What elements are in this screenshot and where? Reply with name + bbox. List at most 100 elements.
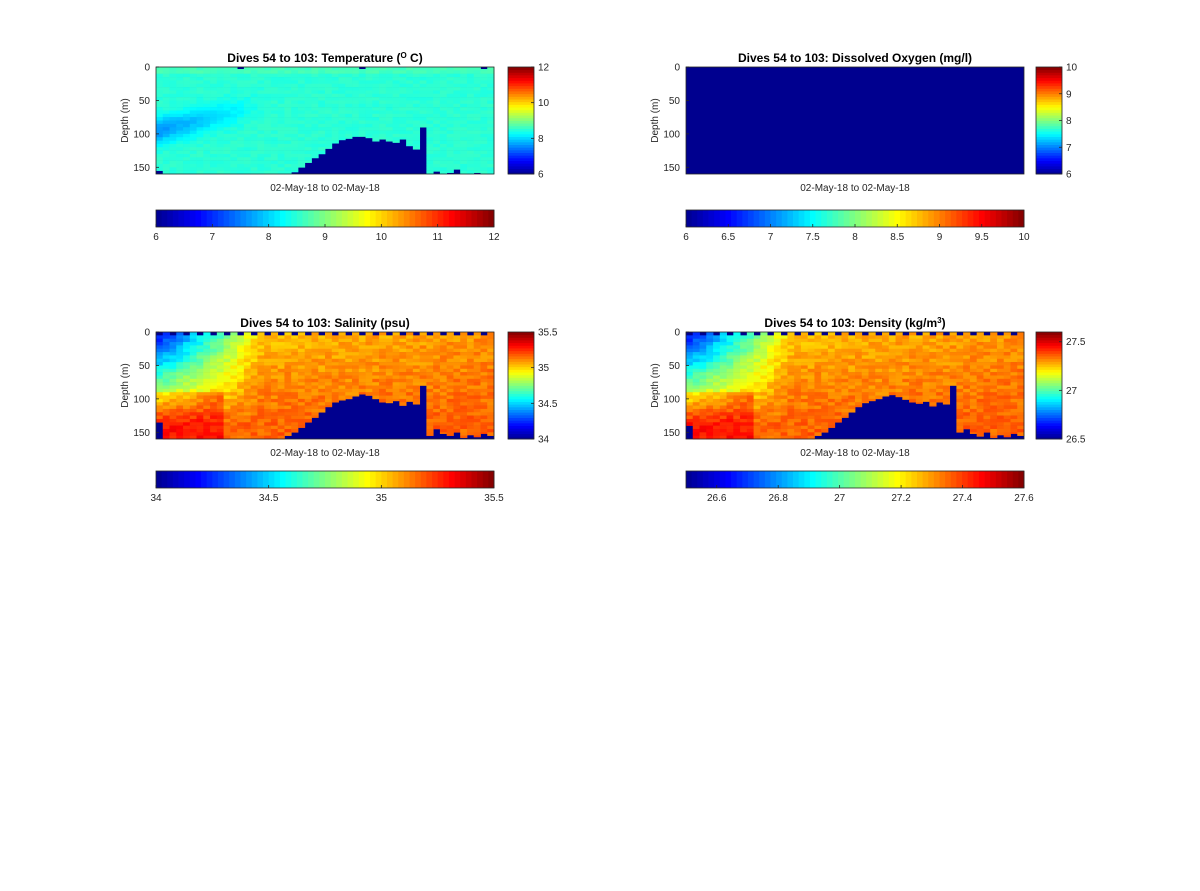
heatmap-cell (196, 107, 204, 111)
heatmap-cell (746, 422, 754, 426)
heatmap-cell (196, 93, 204, 98)
heatmap-cell (385, 107, 393, 111)
heatmap-cell (358, 97, 366, 101)
heatmap-cell (460, 157, 468, 161)
chart-title: Dives 54 to 103: Density (kg/m3) (764, 316, 945, 331)
heatmap-cell (196, 388, 204, 393)
heatmap-cell (264, 103, 272, 108)
heatmap-cell (230, 97, 238, 101)
colorbar-segment (1036, 120, 1062, 124)
heatmap-cell (406, 127, 414, 131)
heatmap-cell (969, 405, 978, 410)
heatmap-cell (176, 167, 184, 171)
heatmap-cell (345, 392, 353, 396)
colorbar-segment (184, 210, 191, 227)
heatmap-cell (358, 338, 366, 343)
colorbar-segment (212, 210, 219, 227)
heatmap-cell (446, 113, 454, 118)
heatmap-cell (169, 405, 177, 410)
heatmap-cell (365, 117, 373, 121)
heatmap-cell (203, 385, 211, 390)
heatmap-cell (176, 140, 184, 145)
heatmap-cell (740, 408, 748, 413)
heatmap-cell (976, 382, 984, 386)
heatmap-cell (169, 422, 177, 426)
heatmap-cell (909, 388, 917, 393)
heatmap-cell (990, 398, 998, 403)
heatmap-cell (277, 388, 285, 393)
heatmap-cell (264, 67, 272, 71)
heatmap-cell (243, 123, 252, 128)
heatmap-cell (453, 382, 461, 386)
heatmap-cell (284, 418, 292, 423)
heatmap-cell (713, 402, 721, 406)
bottom-colorbar-tick-label: 34 (150, 493, 162, 504)
heatmap-cell (176, 428, 184, 433)
heatmap-cell (318, 130, 326, 135)
heatmap-cell (426, 70, 434, 74)
heatmap-cell (216, 130, 224, 135)
colorbar-segment (1036, 334, 1062, 338)
heatmap-cell (480, 365, 488, 370)
heatmap-cell (963, 425, 971, 430)
colorbar-segment (747, 210, 754, 227)
heatmap-cell (800, 395, 809, 400)
heatmap-cell (237, 153, 245, 158)
heatmap-cell (304, 408, 312, 413)
colorbar-segment (945, 210, 952, 227)
colorbar-segment (375, 471, 382, 488)
heatmap-cell (156, 335, 164, 339)
heatmap-cell (861, 378, 869, 383)
bottom-colorbar-tick-label: 6 (153, 232, 159, 243)
heatmap-cell (243, 385, 252, 390)
heatmap-cell (399, 345, 407, 350)
heatmap-cell (773, 332, 782, 336)
heatmap-cell (270, 87, 279, 91)
heatmap-cell (183, 388, 191, 393)
heatmap-cell (304, 77, 312, 81)
heatmap-cell (250, 345, 258, 350)
heatmap-cell (861, 382, 869, 386)
heatmap-cell (686, 348, 694, 353)
heatmap-cell (270, 113, 279, 118)
heatmap-cell (875, 375, 883, 380)
heatmap-cell (753, 392, 761, 396)
heatmap-cell (237, 147, 245, 151)
heatmap-cell (800, 385, 809, 390)
heatmap-cell (318, 375, 326, 380)
colorbar-segment (714, 471, 721, 488)
heatmap-cell (243, 147, 252, 151)
heatmap-cell (706, 392, 714, 396)
heatmap-cell (379, 130, 387, 135)
heatmap-cell (223, 402, 231, 406)
heatmap-cell (480, 143, 488, 148)
heatmap-cell (453, 97, 461, 101)
colorbar-segment (508, 350, 534, 354)
heatmap-cell (345, 352, 353, 356)
heatmap-cell (692, 378, 700, 383)
heatmap-cell (983, 428, 991, 433)
heatmap-cell (338, 137, 346, 141)
colorbar-segment (508, 133, 534, 137)
heatmap-cell (821, 365, 829, 370)
heatmap-cell (406, 358, 414, 363)
heatmap-cell (250, 425, 258, 430)
colorbar-segment (1036, 168, 1062, 172)
heatmap-cell (733, 335, 741, 339)
heatmap-cell (318, 365, 326, 370)
colorbar-segment (962, 471, 969, 488)
colorbar-segment (364, 471, 371, 488)
heatmap-cell (156, 147, 164, 151)
colorbar-segment (234, 210, 241, 227)
heatmap-cell (156, 388, 164, 393)
heatmap-cell (713, 425, 721, 430)
heatmap-cell (183, 422, 191, 426)
heatmap-cell (270, 398, 279, 403)
heatmap-cell (277, 87, 285, 91)
heatmap-cell (399, 362, 407, 366)
heatmap-cell (460, 100, 468, 105)
heatmap-cell (169, 130, 177, 135)
heatmap-cell (399, 127, 407, 131)
heatmap-cell (270, 435, 279, 440)
heatmap-cell (888, 392, 896, 396)
